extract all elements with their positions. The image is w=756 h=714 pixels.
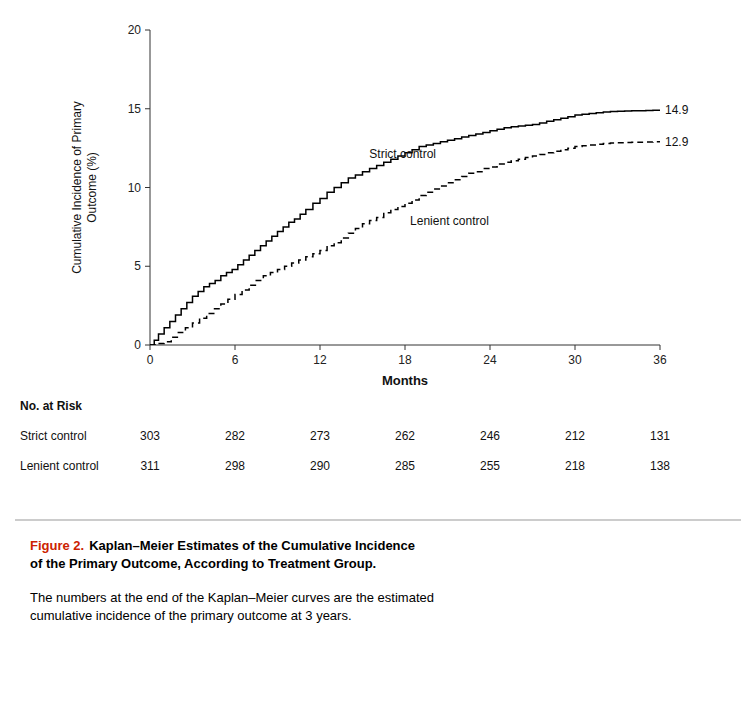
risk-table-title: No. at Risk xyxy=(20,399,82,413)
caption-text-line: cumulative incidence of the primary outc… xyxy=(30,608,352,623)
y-tick-label: 5 xyxy=(134,259,141,273)
risk-count: 290 xyxy=(310,459,330,473)
risk-count: 285 xyxy=(395,459,415,473)
chart: 0 6 12 18 24 30 36 0 5 10 15 20 Months Cumulative Inc… xyxy=(0,0,756,714)
caption-label: Figure 2. xyxy=(30,538,84,553)
risk-count: 262 xyxy=(395,429,415,443)
risk-count: 311 xyxy=(140,459,159,473)
y-tick xyxy=(145,266,150,267)
series-label: Lenient control xyxy=(410,214,489,228)
risk-count: 131 xyxy=(650,429,670,443)
risk-count: 282 xyxy=(225,429,245,443)
risk-count: 303 xyxy=(140,429,160,443)
x-tick xyxy=(150,345,151,350)
caption-title-line: of the Primary Outcome, According to Tre… xyxy=(30,556,376,571)
risk-count: 218 xyxy=(565,459,585,473)
risk-count: 298 xyxy=(225,459,245,473)
risk-count: 246 xyxy=(480,429,500,443)
y-tick xyxy=(145,108,150,109)
x-tick-label: 6 xyxy=(232,353,239,367)
risk-row-label: Strict control xyxy=(20,429,87,443)
risk-row-label: Lenient control xyxy=(20,459,99,473)
x-tick-label: 0 xyxy=(147,353,154,367)
x-tick-label: 12 xyxy=(313,353,327,367)
x-axis-label: Months xyxy=(382,373,428,388)
risk-count: 255 xyxy=(480,459,500,473)
x-tick xyxy=(575,345,576,350)
x-tick xyxy=(660,345,661,350)
risk-count: 212 xyxy=(565,429,585,443)
x-tick xyxy=(405,345,406,350)
y-axis-label-line: Outcome (%) xyxy=(85,152,99,223)
caption-text-line: The numbers at the end of the Kaplan–Mei… xyxy=(30,590,434,605)
caption-title: Kaplan–Meier Estimates of the Cumulative… xyxy=(30,538,415,571)
separator xyxy=(15,520,741,521)
km-curve xyxy=(150,142,660,345)
risk-count: 273 xyxy=(310,429,330,443)
y-tick-label: 10 xyxy=(128,181,142,195)
x-tick xyxy=(235,345,236,350)
y-tick-label: 15 xyxy=(128,102,142,116)
caption-text: The numbers at the end of the Kaplan–Mei… xyxy=(30,590,434,623)
y-tick xyxy=(145,187,150,188)
y-tick xyxy=(145,345,150,346)
y-tick xyxy=(145,30,150,31)
x-tick-label: 36 xyxy=(653,353,667,367)
x-tick-label: 24 xyxy=(483,353,497,367)
series-label: Strict control xyxy=(369,147,436,161)
x-tick-label: 18 xyxy=(398,353,412,367)
y-tick-label: 20 xyxy=(128,23,142,37)
km-curve xyxy=(150,110,660,345)
y-axis-label: Cumulative Incidence of PrimaryOutcome (… xyxy=(70,101,99,274)
end-value: 14.9 xyxy=(665,103,689,117)
caption-title-line: Kaplan–Meier Estimates of the Cumulative… xyxy=(89,538,415,553)
plot-area xyxy=(150,110,660,345)
y-axis-label-line: Cumulative Incidence of Primary xyxy=(70,101,84,274)
end-value: 12.9 xyxy=(665,135,689,149)
risk-count: 138 xyxy=(650,459,670,473)
y-tick-label: 0 xyxy=(134,338,141,352)
x-tick xyxy=(490,345,491,350)
x-tick-label: 30 xyxy=(568,353,582,367)
x-tick xyxy=(320,345,321,350)
